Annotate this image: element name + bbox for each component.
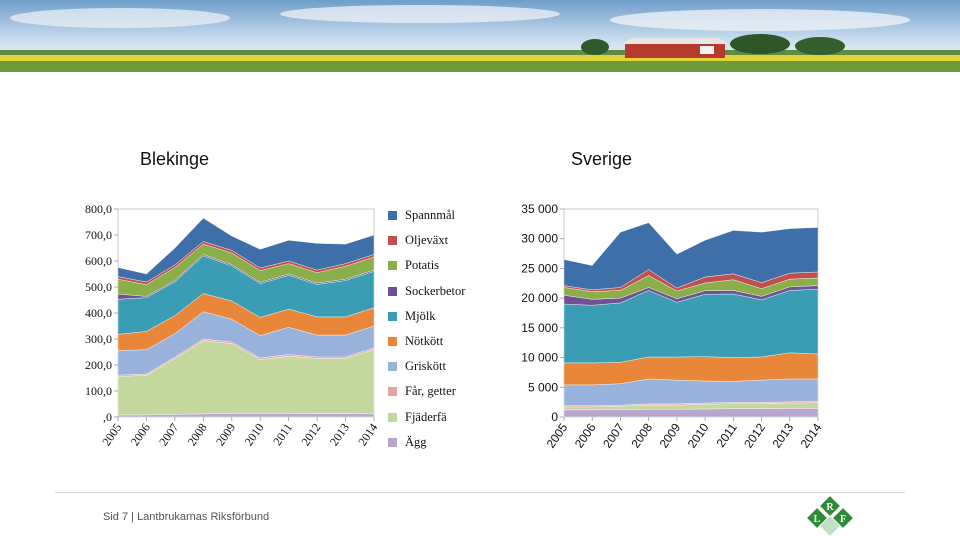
y-tick-label: 600,0 bbox=[85, 254, 112, 268]
chart-title-blekinge: Blekinge bbox=[140, 149, 210, 169]
y-tick-label: 35 000 bbox=[521, 202, 558, 216]
x-tick-label: 2011 bbox=[714, 420, 740, 449]
legend-item-mjolk: Mjölk bbox=[388, 304, 465, 329]
legend-item-spannmal: Spannmål bbox=[388, 203, 465, 228]
x-tick-label: 2009 bbox=[213, 421, 238, 449]
legend: Spannmål Oljeväxt Potatis Sockerbetor Mjölk N… bbox=[388, 203, 465, 455]
legend-swatch bbox=[388, 286, 397, 296]
footer-separator: | bbox=[131, 511, 134, 523]
legend-label: Mjölk bbox=[405, 308, 436, 323]
x-tick-label: 2012 bbox=[741, 420, 768, 450]
x-tick-label: 2011 bbox=[270, 421, 295, 448]
x-tick-label: 2005 bbox=[544, 420, 571, 450]
y-tick-label: 100,0 bbox=[85, 384, 112, 398]
footer-divider bbox=[55, 492, 905, 493]
legend-swatch bbox=[388, 337, 397, 347]
legend-label: Oljeväxt bbox=[405, 233, 449, 248]
chart-blekinge: 800,0 700,0 600,0 500,0 400,0 300,0 200,0 100,0… bbox=[85, 202, 380, 449]
x-tick-label: 2007 bbox=[156, 421, 181, 449]
y-tick-label: 500,0 bbox=[85, 280, 112, 294]
page-number: Sid 7 bbox=[103, 511, 129, 523]
x-tick-label: 2012 bbox=[298, 421, 323, 449]
y-tick-label: 10 000 bbox=[521, 351, 558, 365]
legend-label: Nötkött bbox=[405, 334, 444, 349]
legend-swatch bbox=[388, 437, 397, 447]
y-tick-label: 20 000 bbox=[521, 291, 558, 305]
chart-title-sverige: Sverige bbox=[571, 149, 633, 169]
logo-letter-r: R bbox=[826, 502, 834, 513]
legend-item-sockerbetor: Sockerbetor bbox=[388, 279, 465, 304]
x-tick-label: 2010 bbox=[685, 420, 712, 450]
legend-item-far-getter: Får, getter bbox=[388, 379, 465, 404]
footer-text: Sid 7 | Lantbrukarnas Riksförbund bbox=[103, 511, 269, 523]
area-spannmal bbox=[563, 222, 819, 291]
legend-swatch bbox=[388, 261, 397, 271]
legend-label: Griskött bbox=[405, 359, 446, 374]
area-spannmal bbox=[117, 217, 375, 283]
y-tick-label: 5 000 bbox=[528, 380, 558, 394]
x-tick-label: 2013 bbox=[769, 420, 796, 450]
y-tick-label: 30 000 bbox=[521, 232, 558, 246]
landscape-banner bbox=[0, 0, 960, 72]
legend-item-griskott: Griskött bbox=[388, 354, 465, 379]
x-tick-label: 2008 bbox=[185, 421, 210, 449]
x-tick-label: 2007 bbox=[600, 420, 627, 450]
legend-swatch bbox=[388, 412, 397, 422]
chart-sverige: 35 000 30 000 25 000 20 000 15 000 10 000 5 00… bbox=[521, 202, 825, 451]
legend-item-fjaderfa: Fjäderfä bbox=[388, 405, 465, 430]
lrf-logo: R L F bbox=[807, 496, 853, 536]
legend-item-oljevaxt: Oljeväxt bbox=[388, 228, 465, 253]
x-tick-label: 2008 bbox=[628, 420, 655, 450]
x-tick-label: 2014 bbox=[355, 421, 380, 449]
x-tick-label: 2009 bbox=[657, 420, 684, 450]
y-tick-label: 200,0 bbox=[85, 358, 112, 372]
x-tick-label: 2014 bbox=[798, 420, 825, 450]
y-tick-label: 15 000 bbox=[521, 321, 558, 335]
legend-swatch bbox=[388, 211, 397, 221]
x-tick-label: 2005 bbox=[99, 421, 124, 449]
x-tick-label: 2006 bbox=[128, 421, 153, 449]
y-tick-label: 400,0 bbox=[85, 306, 112, 320]
y-tick-label: 0 bbox=[551, 410, 558, 424]
legend-label: Potatis bbox=[405, 258, 440, 273]
y-tick-label: 300,0 bbox=[85, 332, 112, 346]
legend-label: Spannmål bbox=[405, 208, 455, 223]
x-tick-label: 2006 bbox=[572, 420, 599, 450]
logo-letter-l: L bbox=[814, 514, 821, 525]
y-tick-label: 25 000 bbox=[521, 261, 558, 275]
legend-swatch bbox=[388, 311, 397, 321]
legend-swatch bbox=[388, 387, 397, 397]
legend-swatch bbox=[388, 236, 397, 246]
legend-label: Ägg bbox=[405, 434, 427, 449]
organization-name: Lantbrukarnas Riksförbund bbox=[137, 511, 270, 523]
legend-swatch bbox=[388, 362, 397, 372]
y-tick-label: 800,0 bbox=[85, 202, 112, 216]
y-tick-label: ,0 bbox=[103, 410, 112, 424]
legend-label: Får, getter bbox=[405, 384, 456, 399]
legend-label: Sockerbetor bbox=[405, 283, 466, 298]
logo-letter-f: F bbox=[840, 514, 846, 525]
legend-item-agg: Ägg bbox=[388, 430, 465, 455]
y-tick-label: 700,0 bbox=[85, 228, 112, 242]
x-tick-label: 2013 bbox=[327, 421, 352, 449]
legend-item-potatis: Potatis bbox=[388, 253, 465, 278]
legend-label: Fjäderfä bbox=[405, 409, 447, 424]
legend-item-notkott: Nötkött bbox=[388, 329, 465, 354]
x-tick-label: 2010 bbox=[241, 421, 266, 449]
